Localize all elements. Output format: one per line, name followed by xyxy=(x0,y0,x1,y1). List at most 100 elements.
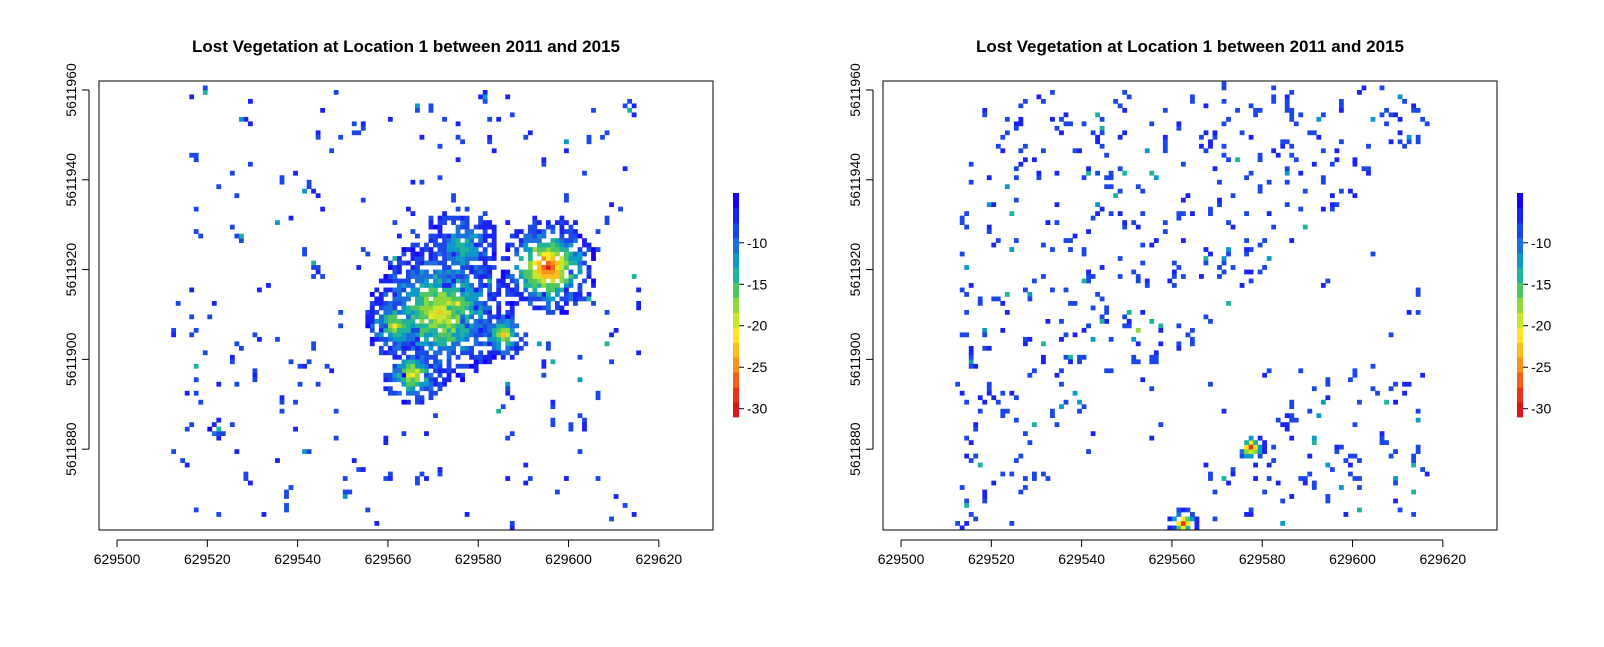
raster-cell xyxy=(609,516,614,522)
raster-cell xyxy=(383,440,389,445)
raster-cell xyxy=(1203,148,1209,154)
raster-cell xyxy=(424,350,429,356)
raster-cell xyxy=(509,341,515,347)
raster-cell xyxy=(410,251,416,257)
x-tick-label: 629600 xyxy=(545,551,592,567)
raster-cell xyxy=(451,238,456,243)
raster-cell xyxy=(1402,381,1407,387)
raster-cell xyxy=(1104,318,1110,324)
raster-cell xyxy=(1018,103,1024,109)
raster-cell xyxy=(442,301,447,306)
raster-cell xyxy=(211,431,217,437)
raster-cell xyxy=(1059,116,1064,122)
raster-cell xyxy=(464,305,470,311)
raster-cell xyxy=(437,175,443,181)
raster-cell xyxy=(1086,166,1091,172)
raster-cell xyxy=(406,386,411,392)
raster-cell xyxy=(433,413,438,419)
raster-cell xyxy=(482,354,488,360)
raster-cell xyxy=(1004,309,1010,315)
raster-cell xyxy=(1144,148,1150,154)
raster-cell xyxy=(1072,148,1078,154)
raster-cell xyxy=(1135,274,1141,279)
raster-cell xyxy=(1221,85,1227,91)
raster-cell xyxy=(446,345,452,351)
raster-cell xyxy=(586,292,592,297)
raster-cell xyxy=(369,309,375,315)
raster-cells xyxy=(171,85,642,531)
raster-cell xyxy=(378,301,384,306)
raster-cell xyxy=(1253,449,1259,454)
raster-cell xyxy=(527,274,533,279)
raster-cell xyxy=(1054,422,1060,428)
raster-cell xyxy=(1013,121,1019,127)
raster-cell xyxy=(446,251,452,257)
raster-cell xyxy=(564,256,569,261)
raster-cell xyxy=(464,350,470,356)
raster-cell xyxy=(1253,462,1259,468)
raster-cell xyxy=(473,341,479,347)
raster-cell xyxy=(446,354,452,360)
raster-cell xyxy=(428,395,434,401)
raster-cell xyxy=(320,206,326,212)
raster-cell xyxy=(419,386,425,392)
y-tick-label: 5611960 xyxy=(63,63,79,117)
raster-cell xyxy=(451,251,456,257)
raster-cell xyxy=(604,215,610,221)
raster-cell xyxy=(586,134,592,140)
raster-cell xyxy=(1203,314,1209,320)
raster-cell xyxy=(550,399,556,405)
raster-cell xyxy=(1203,260,1209,266)
raster-cell xyxy=(275,336,280,342)
raster-cell xyxy=(532,247,538,252)
raster-cell xyxy=(595,390,601,396)
raster-cell xyxy=(1090,431,1096,437)
raster-cell xyxy=(1004,408,1010,414)
raster-cell xyxy=(582,278,587,284)
raster-cell xyxy=(234,381,240,387)
raster-cell xyxy=(433,269,438,275)
raster-cell xyxy=(1334,157,1340,163)
raster-cell xyxy=(1068,359,1073,365)
raster-cell xyxy=(424,247,429,252)
raster-cell xyxy=(428,390,434,396)
raster-cell xyxy=(284,507,289,513)
raster-cell xyxy=(541,278,547,284)
raster-cell xyxy=(1271,148,1277,154)
raster-cell xyxy=(545,301,551,306)
raster-cell xyxy=(460,309,465,315)
raster-cell xyxy=(482,327,488,333)
raster-cell xyxy=(1185,507,1191,513)
raster-cell xyxy=(505,292,511,297)
raster-cell xyxy=(401,309,407,315)
raster-cell xyxy=(1361,85,1367,91)
raster-cell xyxy=(446,336,452,342)
raster-cell xyxy=(1081,175,1087,181)
raster-cell xyxy=(378,327,384,333)
raster-cell xyxy=(491,323,497,329)
raster-cell xyxy=(369,292,375,297)
raster-cell xyxy=(1352,368,1358,374)
raster-cell xyxy=(451,247,456,252)
raster-cell xyxy=(545,341,551,347)
raster-cell xyxy=(410,287,416,293)
y-tick-label: 5611940 xyxy=(63,153,79,207)
raster-cell xyxy=(1059,368,1064,374)
raster-cell xyxy=(433,377,438,383)
raster-cell xyxy=(968,363,974,369)
raster-cell xyxy=(234,233,240,239)
raster-cell xyxy=(1248,440,1254,445)
raster-cell xyxy=(383,301,389,306)
raster-cell xyxy=(514,287,520,293)
raster-cell xyxy=(545,269,551,275)
raster-cell xyxy=(509,318,515,324)
raster-cell xyxy=(279,408,285,414)
raster-cell xyxy=(1090,215,1096,221)
raster-cell xyxy=(514,251,520,257)
raster-cell xyxy=(968,161,974,167)
raster-cell xyxy=(437,301,443,306)
raster-cell xyxy=(410,345,416,351)
raster-cell xyxy=(1208,206,1213,212)
raster-cell xyxy=(392,314,398,320)
